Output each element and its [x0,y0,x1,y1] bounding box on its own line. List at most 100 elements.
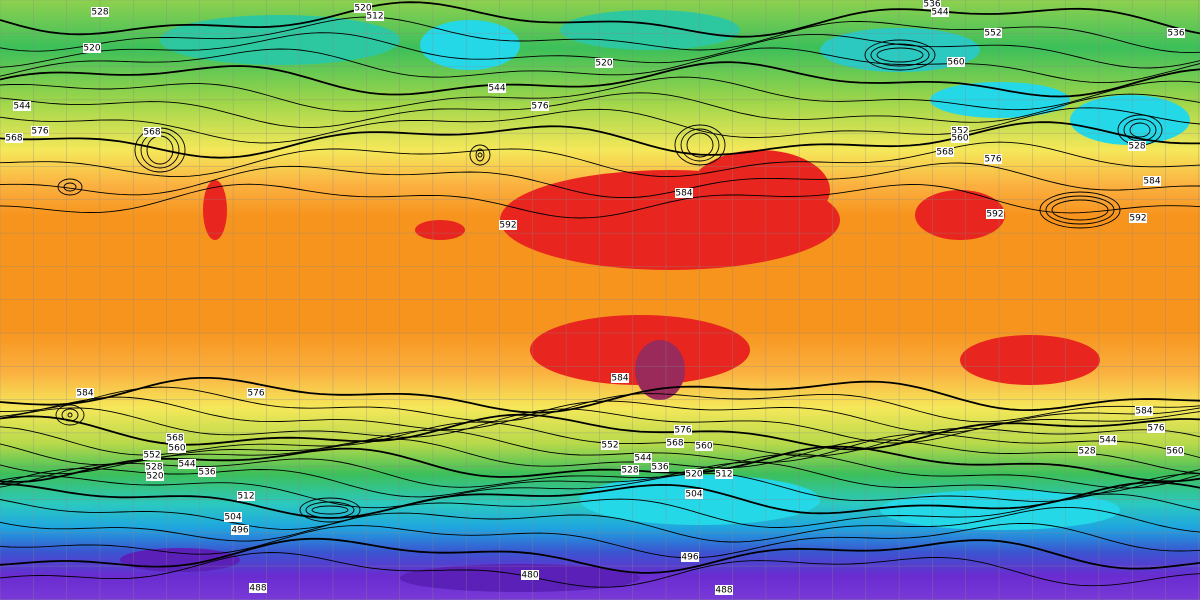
label-box [5,133,23,143]
contour-loop [63,182,77,192]
contour-loop [876,47,924,63]
label-text: 496 [231,526,248,536]
contour-line [0,537,1200,574]
label-text: 528 [145,463,162,473]
label-box [1078,446,1096,456]
label-box [675,188,693,198]
label-box [198,467,216,477]
label-text: 584 [1143,177,1160,187]
contour-loop [1039,191,1121,229]
contour-label: 544 [13,101,31,112]
contour-label: 528 [1128,141,1146,152]
contour-label: 536 [1167,28,1185,39]
contour-line [0,472,1200,509]
label-text: 520 [595,59,612,69]
contour-label: 552 [951,126,969,137]
contour-label: 568 [166,433,184,444]
label-box [146,471,164,481]
label-box [936,147,954,157]
contour-line [0,453,1200,489]
contour-label: 576 [984,154,1002,165]
label-text: 568 [936,148,953,158]
contour-loop [67,412,73,418]
contour-label: 496 [681,552,699,563]
contour-label: 592 [986,209,1004,220]
label-box [1166,446,1184,456]
label-text: 576 [984,155,1001,165]
label-box [984,28,1002,38]
label-box [1167,28,1185,38]
contour-loop [469,144,491,166]
contour-line [0,92,1200,129]
label-box [143,127,161,137]
contour-line [0,506,1200,543]
label-box [366,11,384,21]
contour-label: 520 [146,471,164,482]
contour-loop [674,124,726,166]
label-text: 568 [5,134,22,144]
label-text: 512 [715,470,732,480]
contour-label: 480 [521,570,539,581]
contour-label: 520 [354,3,372,14]
contour-label: 560 [1166,446,1184,457]
label-box [601,440,619,450]
label-text: 552 [951,127,968,137]
label-text: 568 [166,434,183,444]
contour-line [0,1,1200,38]
label-box [931,7,949,17]
label-text: 504 [685,490,702,500]
label-box [145,462,163,472]
contour-loop [475,148,485,162]
contour-label: 536 [651,462,669,473]
contour-loop [680,128,720,162]
contour-label: 504 [224,512,242,523]
label-text: 568 [666,439,683,449]
label-box [595,58,613,68]
contour-label: 520 [83,43,101,54]
contour-label: 496 [231,525,249,536]
contour-label: 512 [237,491,255,502]
contour-loop [299,497,361,523]
label-text: 544 [178,460,195,470]
label-box [231,525,249,535]
contour-line [0,438,1200,475]
contour-loop [311,505,349,515]
contour-line [0,396,1200,434]
label-text: 520 [685,470,702,480]
contour-line [0,141,1200,178]
label-box [354,3,372,13]
label-text: 504 [224,513,241,523]
label-text: 536 [923,0,940,10]
label-box [1129,213,1147,223]
label-text: 520 [354,4,371,14]
label-box [91,7,109,17]
label-text: 592 [1129,214,1146,224]
contour-label: 576 [674,425,692,436]
label-text: 552 [984,29,1001,39]
label-text: 520 [83,44,100,54]
label-text: 544 [634,454,651,464]
label-box [531,101,549,111]
contour-label: 584 [76,388,94,399]
label-text: 488 [249,584,266,594]
contour-line [0,445,1200,483]
label-text: 576 [31,127,48,137]
contour-line [0,61,1200,98]
contour-line [0,76,1200,112]
label-box [986,209,1004,219]
label-box [715,469,733,479]
contour-label: 584 [611,373,629,384]
label-box [634,453,652,463]
label-text: 560 [695,442,712,452]
label-box [499,220,517,230]
contour-line [0,386,1200,423]
label-text: 576 [531,102,548,112]
label-text: 560 [947,58,964,68]
label-box [984,154,1002,164]
label-text: 560 [951,134,968,144]
label-text: 568 [143,128,160,138]
label-box [695,441,713,451]
label-text: 536 [198,468,215,478]
label-box [83,43,101,53]
label-text: 560 [168,444,185,454]
